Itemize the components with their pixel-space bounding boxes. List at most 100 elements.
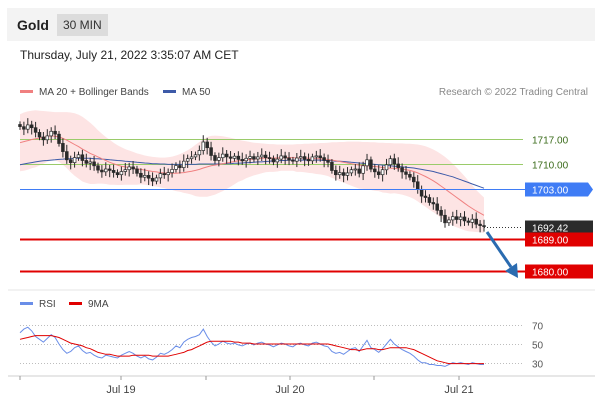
candle-body xyxy=(143,175,147,178)
candle-body xyxy=(361,165,365,174)
candle-body xyxy=(380,169,385,176)
candle-body xyxy=(388,158,393,166)
candle-body xyxy=(224,153,229,158)
candle-body xyxy=(287,157,291,161)
rsi-tick-70: 70 xyxy=(532,322,544,333)
candle-body xyxy=(458,216,463,220)
candle-body xyxy=(65,151,69,161)
rsi-tick-30: 30 xyxy=(532,360,544,371)
ma50-line xyxy=(19,157,485,189)
candle-body xyxy=(193,154,198,158)
level-tag-1703.00 xyxy=(525,182,593,197)
candle-body xyxy=(267,157,272,160)
candle-body xyxy=(384,164,389,171)
level-label-1710.00: 1710.00 xyxy=(532,161,569,172)
candle-body xyxy=(330,161,334,171)
level-label-1703.00: 1703.00 xyxy=(532,186,569,197)
rsi-tick-50: 50 xyxy=(532,341,544,352)
candle-body xyxy=(61,143,65,152)
timestamp: Thursday, July 21, 2022 3:35:07 AM CET xyxy=(20,48,239,62)
candle-body xyxy=(248,156,252,159)
candle-body xyxy=(189,156,194,160)
candle-body xyxy=(373,168,377,173)
level-label-1717.00: 1717.00 xyxy=(532,136,569,147)
rsi-swatch xyxy=(20,301,33,305)
candle-body xyxy=(318,155,322,159)
candle-body xyxy=(182,160,186,168)
ma50-swatch xyxy=(163,89,176,93)
candle-body xyxy=(474,218,478,225)
candle-body xyxy=(26,124,30,130)
candle-body xyxy=(41,136,46,141)
candle-body xyxy=(76,154,81,158)
candle-body xyxy=(201,141,206,151)
x-tick-label: Jul 20 xyxy=(275,384,304,396)
candle-body xyxy=(123,169,128,172)
candle-body xyxy=(314,155,319,158)
current-price-label: 1692.42 xyxy=(532,224,569,235)
candle-body xyxy=(447,219,451,224)
candle-body xyxy=(334,170,338,176)
candle-body xyxy=(154,177,159,182)
candle-body xyxy=(306,159,311,162)
candle-body xyxy=(326,160,330,163)
candle-body xyxy=(240,159,245,162)
legend-ma20: MA 20 + Bollinger Bands xyxy=(20,87,149,98)
candle-body xyxy=(259,154,264,158)
candle-body xyxy=(84,160,89,164)
candle-body xyxy=(53,130,57,135)
candle-body xyxy=(139,172,143,178)
candle-body xyxy=(80,154,85,161)
candle-body xyxy=(100,169,104,173)
candle-body xyxy=(443,214,447,224)
candle-body xyxy=(88,161,92,164)
rsi-ma-line xyxy=(19,335,484,365)
timeframe-button[interactable]: 30 MIN xyxy=(57,14,108,36)
candle-body xyxy=(127,166,131,171)
candle-body xyxy=(217,157,221,161)
candle-body xyxy=(415,181,420,190)
legend-ma50: MA 50 xyxy=(163,87,210,98)
level-label-1689.00: 1689.00 xyxy=(532,236,569,247)
candle-body xyxy=(302,156,307,160)
candle-body xyxy=(404,171,408,175)
candle-body xyxy=(478,223,482,226)
candle-body xyxy=(45,135,50,141)
candle-body xyxy=(146,175,151,179)
candle-body xyxy=(29,124,34,129)
legend-rsi-ma-label: 9MA xyxy=(88,299,109,310)
candle-body xyxy=(119,171,124,176)
candle-body xyxy=(283,155,287,159)
candle-body xyxy=(18,124,22,127)
candle-body xyxy=(419,189,424,197)
rsi-line xyxy=(19,326,484,367)
candle-body xyxy=(131,166,135,170)
candle-body xyxy=(412,176,416,183)
candle-body xyxy=(244,157,248,162)
candle-body xyxy=(357,168,361,174)
rsi-ma-swatch xyxy=(69,301,82,305)
candle-body xyxy=(57,133,61,144)
candles xyxy=(18,118,486,233)
forecast-arrow xyxy=(485,231,518,278)
candle-body xyxy=(197,150,202,156)
candle-body xyxy=(454,216,459,220)
candle-body xyxy=(209,147,213,156)
candle-body xyxy=(271,158,276,163)
arrow-shaft xyxy=(485,231,513,268)
candle-body xyxy=(174,165,178,170)
panel-separators xyxy=(8,289,595,377)
level-tag-1689.00 xyxy=(525,232,593,247)
rsi-panel: 70 50 30 xyxy=(19,322,544,371)
symbol-label: Gold xyxy=(17,17,49,33)
level-label-1680.00: 1680.00 xyxy=(532,268,569,279)
header-bar: Gold 30 MIN xyxy=(7,8,595,41)
candle-body xyxy=(162,173,167,176)
candle-body xyxy=(345,172,350,176)
candle-body xyxy=(170,169,174,173)
candle-body xyxy=(49,130,53,137)
moving-averages xyxy=(19,135,485,216)
candle-body xyxy=(22,126,26,130)
candle-body xyxy=(221,153,225,159)
